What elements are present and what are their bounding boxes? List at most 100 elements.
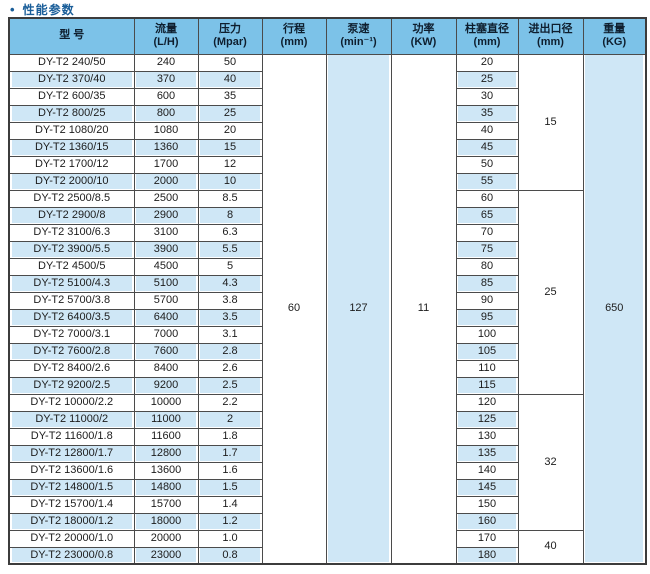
table-row: DY-T2 3900/5.5 3900 5.5 75 bbox=[8, 240, 646, 259]
bullet-icon: • bbox=[10, 1, 16, 17]
cell-weight-merged: 650 bbox=[582, 53, 647, 565]
cell-model: DY-T2 20000/1.0 bbox=[8, 529, 135, 548]
cell-pressure: 1.0 bbox=[197, 529, 263, 548]
cell-model: DY-T2 11600/1.8 bbox=[8, 427, 135, 446]
cell-model: DY-T2 1700/12 bbox=[8, 155, 135, 174]
cell-plunger: 55 bbox=[455, 172, 519, 191]
cell-flow: 3900 bbox=[133, 240, 199, 259]
cell-pressure: 35 bbox=[197, 87, 263, 106]
cell-plunger: 140 bbox=[455, 461, 519, 480]
column-header-1: 流量 (L/H) bbox=[133, 17, 199, 55]
cell-pressure: 2.2 bbox=[197, 393, 263, 412]
cell-pressure: 5 bbox=[197, 257, 263, 276]
cell-pressure: 1.5 bbox=[197, 478, 263, 497]
cell-plunger: 180 bbox=[455, 546, 519, 565]
cell-pressure: 1.6 bbox=[197, 461, 263, 480]
cell-plunger: 135 bbox=[455, 444, 519, 463]
cell-pressure: 3.1 bbox=[197, 325, 263, 344]
cell-plunger: 60 bbox=[455, 189, 519, 208]
cell-pressure: 6.3 bbox=[197, 223, 263, 242]
column-header-0: 型 号 bbox=[8, 17, 135, 55]
cell-model: DY-T2 23000/0.8 bbox=[8, 546, 135, 565]
cell-flow: 5700 bbox=[133, 291, 199, 310]
cell-power-merged: 11 bbox=[390, 53, 457, 565]
cell-plunger: 150 bbox=[455, 495, 519, 514]
cell-pressure: 12 bbox=[197, 155, 263, 174]
cell-pressure: 50 bbox=[197, 53, 263, 72]
table-row: DY-T2 6400/3.5 6400 3.5 95 bbox=[8, 308, 646, 327]
cell-flow: 600 bbox=[133, 87, 199, 106]
cell-flow: 240 bbox=[133, 53, 199, 72]
cell-flow: 10000 bbox=[133, 393, 199, 412]
cell-flow: 1080 bbox=[133, 121, 199, 140]
cell-inlet-merged: 15 bbox=[517, 53, 584, 191]
cell-flow: 370 bbox=[133, 70, 199, 89]
cell-plunger: 120 bbox=[455, 393, 519, 412]
table-row: DY-T2 7000/3.1 7000 3.1 100 bbox=[8, 325, 646, 344]
table-row: DY-T2 240/50 240 50 60 127 11 20 15 650 bbox=[8, 53, 647, 565]
table-row: DY-T2 5100/4.3 5100 4.3 85 bbox=[8, 274, 646, 293]
table-row: DY-T2 7600/2.8 7600 2.8 105 bbox=[8, 342, 646, 361]
cell-plunger: 145 bbox=[455, 478, 519, 497]
table-row: DY-T2 600/35 600 35 30 bbox=[8, 87, 646, 106]
cell-plunger: 105 bbox=[455, 342, 519, 361]
column-header-4: 泵速 (min⁻¹) bbox=[325, 17, 392, 55]
cell-plunger: 110 bbox=[455, 359, 519, 378]
column-header-3: 行程 (mm) bbox=[261, 17, 327, 55]
cell-plunger: 20 bbox=[455, 53, 519, 72]
cell-model: DY-T2 600/35 bbox=[8, 87, 135, 106]
section-title: • 性能参数 bbox=[0, 0, 650, 17]
cell-plunger: 30 bbox=[455, 87, 519, 106]
cell-flow: 11000 bbox=[133, 410, 199, 429]
cell-plunger: 70 bbox=[455, 223, 519, 242]
cell-pressure: 2.8 bbox=[197, 342, 263, 361]
cell-model: DY-T2 14800/1.5 bbox=[8, 478, 135, 497]
cell-flow: 9200 bbox=[133, 376, 199, 395]
cell-model: DY-T2 12800/1.7 bbox=[8, 444, 135, 463]
cell-flow: 14800 bbox=[133, 478, 199, 497]
cell-model: DY-T2 2000/10 bbox=[8, 172, 135, 191]
table-row: DY-T2 2500/8.5 2500 8.5 60 25 bbox=[8, 189, 646, 395]
cell-flow: 1700 bbox=[133, 155, 199, 174]
cell-model: DY-T2 15700/1.4 bbox=[8, 495, 135, 514]
cell-flow: 6400 bbox=[133, 308, 199, 327]
cell-plunger: 75 bbox=[455, 240, 519, 259]
cell-flow: 4500 bbox=[133, 257, 199, 276]
table-row: DY-T2 20000/1.0 20000 1.0 170 40 bbox=[8, 529, 646, 565]
cell-plunger: 100 bbox=[455, 325, 519, 344]
cell-model: DY-T2 9200/2.5 bbox=[8, 376, 135, 395]
cell-model: DY-T2 18000/1.2 bbox=[8, 512, 135, 531]
cell-flow: 2500 bbox=[133, 189, 199, 208]
table-row: DY-T2 23000/0.8 23000 0.8 180 bbox=[8, 546, 646, 565]
cell-pressure: 3.5 bbox=[197, 308, 263, 327]
cell-model: DY-T2 1080/20 bbox=[8, 121, 135, 140]
cell-model: DY-T2 7600/2.8 bbox=[8, 342, 135, 361]
cell-flow: 13600 bbox=[133, 461, 199, 480]
cell-model: DY-T2 240/50 bbox=[8, 53, 135, 72]
cell-pressure: 25 bbox=[197, 104, 263, 123]
cell-pressure: 15 bbox=[197, 138, 263, 157]
column-header-5: 功率 (KW) bbox=[390, 17, 457, 55]
cell-plunger: 130 bbox=[455, 427, 519, 446]
header-row: 型 号流量 (L/H) 压力 (Mpar) 行程 (mm) 泵速 (min⁻¹) 功率 (KW) 柱… bbox=[8, 17, 647, 55]
table-row: DY-T2 5700/3.8 5700 3.8 90 bbox=[8, 291, 646, 310]
cell-pressure: 3.8 bbox=[197, 291, 263, 310]
cell-flow: 23000 bbox=[133, 546, 199, 565]
table-row: DY-T2 2000/10 2000 10 55 bbox=[8, 172, 646, 191]
column-header-7: 进出口径 (mm) bbox=[517, 17, 584, 55]
cell-model: DY-T2 800/25 bbox=[8, 104, 135, 123]
spec-table: 型 号流量 (L/H) 压力 (Mpar) 行程 (mm) 泵速 (min⁻¹) 功率 (KW) 柱… bbox=[8, 17, 647, 565]
cell-model: DY-T2 13600/1.6 bbox=[8, 461, 135, 480]
table-row: DY-T2 1080/20 1080 20 40 bbox=[8, 121, 646, 140]
cell-pressure: 2.6 bbox=[197, 359, 263, 378]
cell-flow: 3100 bbox=[133, 223, 199, 242]
cell-pressure: 1.4 bbox=[197, 495, 263, 514]
cell-flow: 7000 bbox=[133, 325, 199, 344]
cell-plunger: 115 bbox=[455, 376, 519, 395]
cell-model: DY-T2 5700/3.8 bbox=[8, 291, 135, 310]
cell-plunger: 125 bbox=[455, 410, 519, 429]
section-title-text: 性能参数 bbox=[22, 2, 75, 17]
cell-inlet-merged: 25 bbox=[517, 189, 584, 395]
column-header-6: 柱塞直径 (mm) bbox=[455, 17, 519, 55]
cell-model: DY-T2 2500/8.5 bbox=[8, 189, 135, 208]
